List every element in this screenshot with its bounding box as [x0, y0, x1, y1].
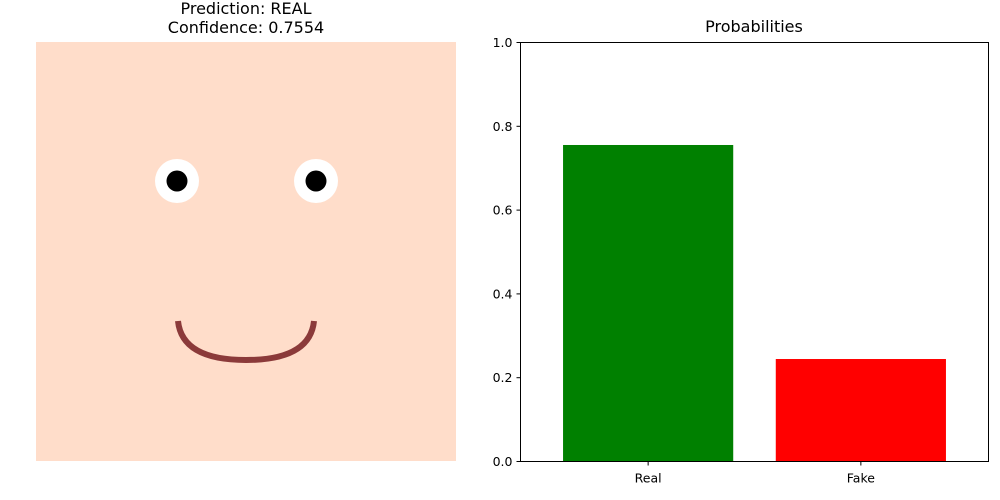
y-tick-label: 0.0: [493, 454, 513, 469]
x-tick-label-fake: Fake: [847, 471, 875, 486]
face-background: [36, 42, 456, 461]
face-image: [36, 42, 456, 461]
bar-real: [563, 144, 734, 462]
prediction-title: Prediction: REAL Confidence: 0.7554: [36, 0, 456, 37]
chart-title: Probabilities: [705, 17, 803, 36]
y-tick-label: 0.8: [493, 119, 513, 134]
y-tick-label: 0.6: [493, 203, 513, 218]
y-tick-label: 0.4: [493, 286, 513, 301]
plot-frame: [520, 42, 989, 462]
bar-fake: [775, 359, 946, 462]
x-tick-label-real: Real: [635, 471, 662, 486]
smile-mouth: [175, 320, 317, 364]
y-tick-label: 0.2: [493, 370, 513, 385]
confidence-label: Confidence: 0.7554: [167, 18, 325, 37]
prediction-label: Prediction: REAL: [180, 0, 312, 18]
right-eye-pupil: [305, 170, 327, 192]
left-eye-pupil: [166, 170, 188, 192]
y-tick-label: 1.0: [493, 35, 513, 50]
